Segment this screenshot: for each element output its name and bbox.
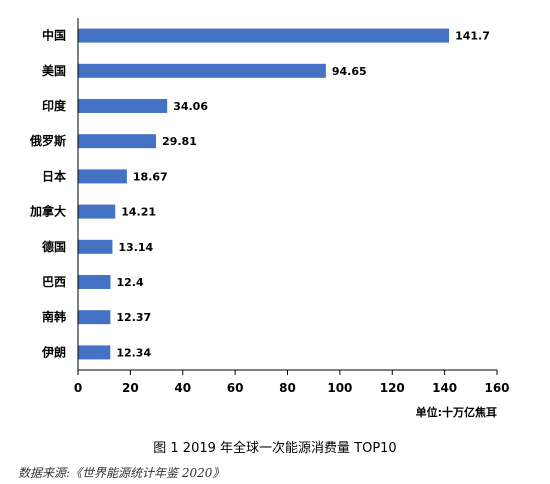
category-label: 巴西	[42, 275, 66, 289]
value-label: 14.21	[121, 206, 156, 219]
bar	[78, 63, 326, 78]
unit-label: 单位:十万亿焦耳	[416, 405, 497, 419]
x-tick-label: 20	[122, 381, 139, 395]
bar	[78, 169, 127, 184]
x-tick-label: 140	[432, 381, 457, 395]
x-tick-label: 120	[380, 381, 405, 395]
value-label: 94.65	[332, 65, 367, 78]
x-tick-label: 60	[227, 381, 244, 395]
value-label: 29.81	[162, 135, 197, 148]
value-label: 12.37	[116, 311, 151, 324]
category-label: 美国	[42, 63, 66, 78]
x-axis-ticks: 0 20 40 60 80 100 120 140 160	[74, 370, 510, 395]
value-label: 13.14	[118, 241, 153, 254]
category-label: 俄罗斯	[29, 133, 66, 148]
category-label: 伊朗	[41, 344, 66, 359]
category-label: 德国	[42, 239, 66, 254]
bars	[78, 28, 450, 360]
x-tick-label: 160	[484, 381, 509, 395]
bar	[78, 275, 111, 289]
category-label: 印度	[42, 98, 67, 113]
bar	[78, 99, 168, 113]
bar	[78, 28, 450, 43]
bar	[78, 239, 113, 254]
x-tick-label: 0	[74, 381, 82, 395]
value-labels: 141.7 94.65 34.06 29.81 18.67 14.21 13.14 12.4 1…	[116, 30, 490, 360]
bar	[78, 310, 111, 325]
figure-caption: 图 1 2019 年全球一次能源消费量 TOP10	[153, 441, 397, 456]
value-label: 34.06	[173, 100, 208, 113]
category-label: 南韩	[42, 309, 66, 324]
category-label: 日本	[42, 168, 66, 183]
x-tick-label: 40	[174, 381, 191, 395]
category-label: 加拿大	[29, 204, 66, 219]
x-tick-label: 100	[327, 381, 352, 395]
value-label: 141.7	[455, 30, 490, 43]
source-note: 数据来源:《世界能源统计年鉴 2020》	[18, 466, 225, 480]
bar	[78, 134, 157, 149]
x-tick-label: 80	[279, 381, 296, 395]
value-label: 18.67	[133, 170, 168, 183]
value-label: 12.34	[116, 346, 151, 359]
bar	[78, 204, 116, 219]
value-label: 12.4	[116, 276, 143, 289]
category-label: 中国	[42, 28, 66, 43]
bar	[78, 345, 111, 360]
